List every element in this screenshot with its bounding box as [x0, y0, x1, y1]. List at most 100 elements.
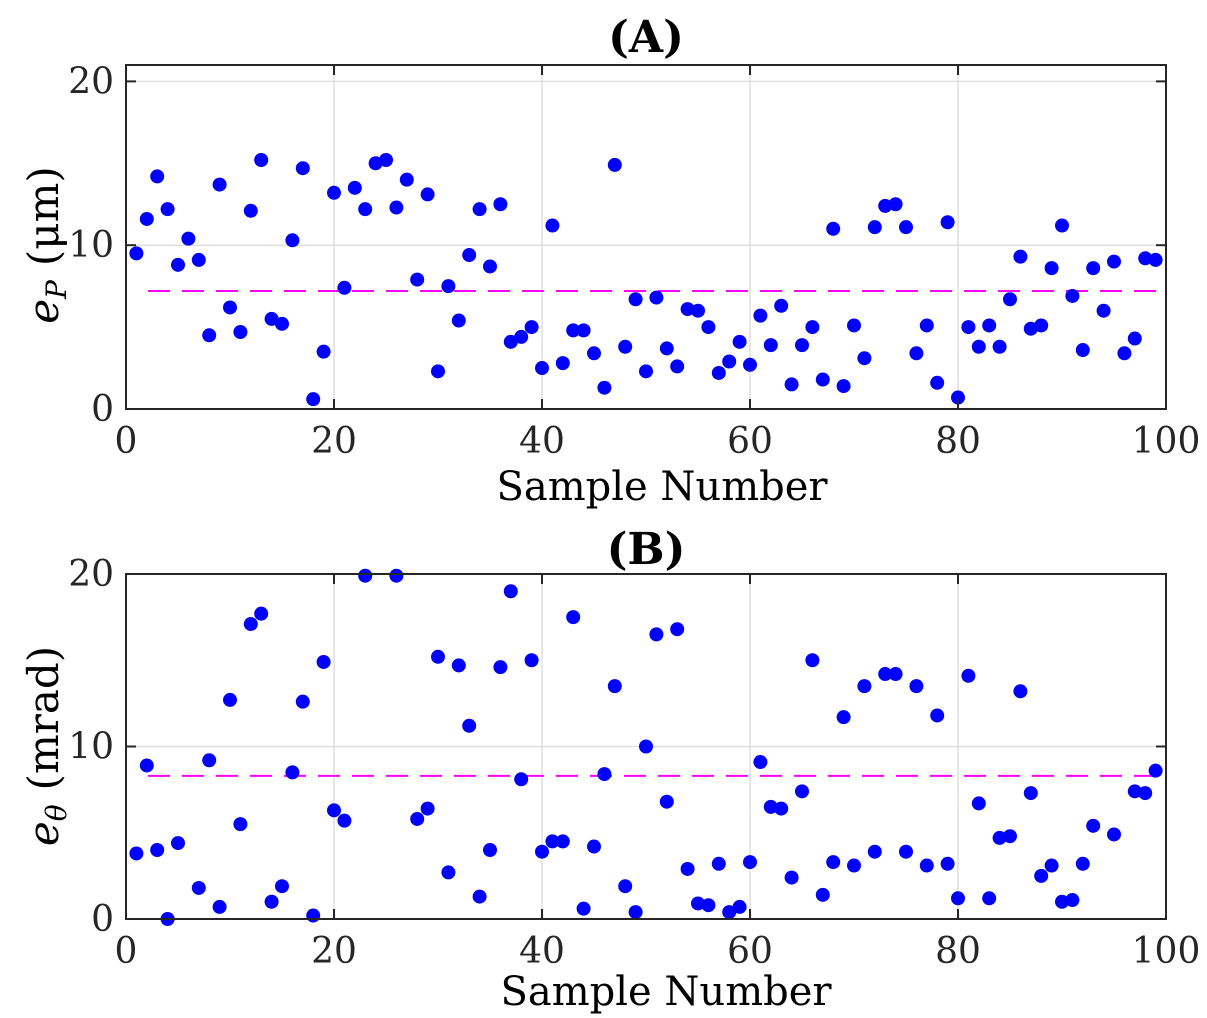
data-point [139, 211, 154, 226]
data-point [1055, 894, 1069, 909]
data-point [1138, 786, 1153, 801]
data-point [1044, 858, 1059, 873]
x-tick-label: 20 [311, 421, 357, 462]
data-point [743, 855, 757, 870]
y-axis-label-unit: (mrad) [19, 646, 68, 791]
data-point [763, 799, 778, 814]
x-ticks: 0 20 40 60 80 100 [115, 574, 1200, 972]
data-point [129, 246, 144, 261]
data-point [888, 197, 903, 212]
data-point [212, 177, 227, 192]
data-point [1117, 346, 1132, 361]
data-point [951, 891, 965, 906]
data-point [243, 617, 258, 632]
y-tick-label: 0 [91, 389, 114, 430]
data-point [243, 203, 258, 218]
data-point [202, 328, 217, 343]
data-point [940, 856, 955, 871]
y-axis-label-sub: P [40, 279, 73, 300]
data-point [524, 320, 539, 335]
data-point [930, 708, 945, 723]
data-point [1055, 218, 1069, 233]
data-point [639, 739, 653, 754]
data-point [451, 658, 466, 673]
data-point [795, 338, 809, 353]
data-point [441, 279, 456, 294]
data-point [940, 215, 955, 230]
data-point [576, 323, 591, 338]
data-point [919, 318, 934, 333]
data-point [1013, 684, 1028, 699]
data-point [462, 718, 477, 733]
data-point [327, 803, 341, 818]
x-tick-label: 40 [519, 931, 565, 972]
data-point [878, 198, 893, 213]
y-ticks: 0 10 20 [68, 61, 1166, 430]
data-point [254, 153, 269, 168]
data-point [285, 765, 300, 780]
data-point [1127, 784, 1142, 799]
data-point [212, 899, 227, 914]
data-point [254, 606, 269, 621]
data-point [597, 380, 612, 395]
data-point [139, 758, 154, 773]
data-point [295, 694, 310, 709]
data-point [306, 908, 321, 923]
y-axis-label: eθ (mrad) [19, 646, 73, 846]
data-point [722, 905, 737, 920]
data-point [555, 356, 570, 371]
data-point [930, 375, 945, 390]
data-point [909, 346, 924, 361]
data-point [316, 344, 331, 359]
data-point [410, 811, 425, 826]
y-axis-label-unit: (μm) [19, 166, 68, 266]
data-point [160, 202, 175, 217]
data-point [919, 858, 934, 873]
data-point [784, 870, 799, 885]
data-point [420, 801, 435, 816]
data-point [1013, 249, 1028, 264]
data-point [545, 834, 560, 849]
y-axis-label: eP (μm) [19, 166, 73, 324]
data-point [691, 896, 705, 911]
data-point [1023, 786, 1038, 801]
x-tick-label: 100 [1132, 421, 1201, 462]
data-point [472, 202, 487, 217]
x-tick-label: 20 [311, 931, 357, 972]
data-point [420, 187, 435, 202]
data-point [493, 197, 508, 212]
data-point [992, 830, 1007, 845]
data-point [202, 753, 217, 768]
data-point [399, 172, 414, 187]
data-point [451, 313, 466, 328]
data-point [649, 627, 664, 642]
plot-frame [125, 64, 1167, 410]
x-ticks: 0 20 40 60 80 100 [115, 65, 1201, 462]
data-point [483, 843, 497, 857]
data-point [1086, 261, 1101, 276]
data-point [774, 298, 789, 313]
data-point [264, 894, 279, 909]
data-point [867, 844, 882, 859]
data-point [1148, 763, 1163, 778]
y-tick-label: 20 [68, 554, 114, 595]
data-points [129, 568, 1163, 926]
data-point [514, 329, 529, 344]
y-axis-label-main: e [19, 299, 68, 324]
data-point [628, 905, 643, 920]
data-point [129, 846, 144, 861]
data-point [805, 653, 820, 668]
data-point [774, 801, 789, 816]
data-point [795, 784, 809, 799]
data-point [992, 339, 1007, 354]
data-point [587, 346, 601, 361]
data-point [503, 334, 518, 349]
data-point [618, 879, 633, 894]
data-point [680, 302, 695, 317]
data-point [1065, 288, 1080, 303]
data-point [971, 796, 986, 811]
data-point [223, 300, 237, 315]
data-point [1096, 303, 1111, 318]
data-point [722, 354, 737, 369]
